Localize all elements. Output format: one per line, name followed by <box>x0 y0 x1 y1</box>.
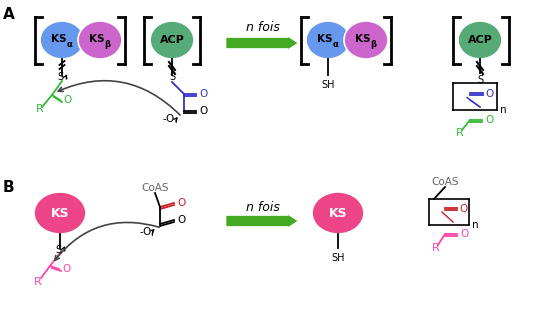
Text: R: R <box>432 243 440 253</box>
Text: O: O <box>62 264 70 274</box>
Text: R: R <box>36 104 44 114</box>
Text: CoAS: CoAS <box>432 177 459 187</box>
FancyArrow shape <box>226 37 298 50</box>
Text: n: n <box>500 105 507 115</box>
Text: -O: -O <box>163 114 175 124</box>
Ellipse shape <box>150 21 194 59</box>
Text: O: O <box>460 229 468 239</box>
Text: KS: KS <box>51 206 69 219</box>
Text: S: S <box>477 75 483 85</box>
Text: O: O <box>177 198 185 208</box>
Ellipse shape <box>78 21 122 59</box>
Text: O: O <box>485 88 493 98</box>
Ellipse shape <box>34 192 86 234</box>
Text: O: O <box>63 95 71 105</box>
Text: O: O <box>199 89 208 99</box>
Text: R: R <box>456 128 464 138</box>
Text: ACP: ACP <box>160 35 184 45</box>
Text: A: A <box>3 7 15 22</box>
Text: β: β <box>104 40 110 49</box>
Text: α: α <box>333 40 338 49</box>
Text: -O: -O <box>140 227 152 237</box>
Text: KS: KS <box>51 34 67 44</box>
Text: KS: KS <box>355 34 371 44</box>
Ellipse shape <box>458 21 502 59</box>
Text: O: O <box>199 106 208 116</box>
Text: CoAS: CoAS <box>141 183 169 193</box>
Text: KS: KS <box>317 34 333 44</box>
Text: O: O <box>177 215 185 225</box>
Text: S: S <box>55 245 61 255</box>
Ellipse shape <box>312 192 364 234</box>
Text: S: S <box>57 72 63 82</box>
Text: β: β <box>371 40 377 49</box>
FancyArrow shape <box>226 214 298 227</box>
Text: SH: SH <box>331 253 345 263</box>
Text: n fois: n fois <box>246 201 280 213</box>
Text: O: O <box>459 204 467 214</box>
Text: B: B <box>3 180 15 195</box>
Ellipse shape <box>344 21 388 59</box>
Text: KS: KS <box>329 206 348 219</box>
Text: n: n <box>472 220 479 230</box>
Text: n fois: n fois <box>246 20 280 34</box>
Ellipse shape <box>40 21 84 59</box>
Text: SH: SH <box>321 80 335 90</box>
Text: ACP: ACP <box>468 35 492 45</box>
Text: KS: KS <box>89 34 105 44</box>
Text: R: R <box>34 277 42 287</box>
Text: O: O <box>485 115 493 125</box>
Text: α: α <box>66 40 72 49</box>
Ellipse shape <box>306 21 350 59</box>
Text: S: S <box>169 72 175 82</box>
